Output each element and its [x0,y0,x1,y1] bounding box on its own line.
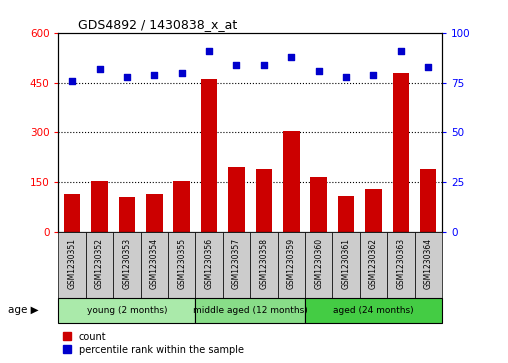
Point [424,64,432,70]
Bar [360,232,387,298]
Text: GSM1230360: GSM1230360 [314,238,323,289]
Bar [420,169,436,232]
Text: GSM1230353: GSM1230353 [122,238,132,289]
Bar [196,232,223,298]
Bar [305,298,442,323]
Point [369,72,377,77]
Text: GSM1230354: GSM1230354 [150,238,159,289]
Point [260,62,268,68]
Point [233,62,241,68]
Point [150,72,158,77]
Point [96,66,104,72]
Point [178,70,186,76]
Bar [310,178,327,232]
Text: GSM1230355: GSM1230355 [177,238,186,289]
Bar [141,232,168,298]
Bar [119,197,135,232]
Bar [64,194,80,232]
Text: middle aged (12 months): middle aged (12 months) [193,306,307,315]
Point [397,48,405,54]
Text: GSM1230363: GSM1230363 [396,238,405,289]
Text: GDS4892 / 1430838_x_at: GDS4892 / 1430838_x_at [78,19,237,32]
Bar [393,73,409,232]
Bar [415,232,442,298]
Bar [228,167,245,232]
Bar [305,232,332,298]
Bar [91,181,108,232]
Text: age ▶: age ▶ [8,305,38,315]
Bar [173,181,190,232]
Legend: count, percentile rank within the sample: count, percentile rank within the sample [64,331,244,355]
Bar [338,196,354,232]
Bar [387,232,415,298]
Point [205,48,213,54]
Point [287,54,295,60]
Text: GSM1230359: GSM1230359 [287,238,296,289]
Text: GSM1230357: GSM1230357 [232,238,241,289]
Bar [168,232,196,298]
Point [314,68,323,74]
Bar [277,232,305,298]
Bar [86,232,113,298]
Point [123,74,131,79]
Text: GSM1230362: GSM1230362 [369,238,378,289]
Bar [196,298,305,323]
Bar [223,232,250,298]
Text: GSM1230352: GSM1230352 [95,238,104,289]
Bar [250,232,277,298]
Bar [365,189,382,232]
Bar [146,194,163,232]
Bar [201,79,217,232]
Bar [113,232,141,298]
Bar [332,232,360,298]
Bar [283,131,300,232]
Text: GSM1230361: GSM1230361 [341,238,351,289]
Text: aged (24 months): aged (24 months) [333,306,414,315]
Text: GSM1230364: GSM1230364 [424,238,433,289]
Bar [58,232,86,298]
Text: young (2 months): young (2 months) [87,306,167,315]
Text: GSM1230356: GSM1230356 [205,238,213,289]
Text: GSM1230351: GSM1230351 [68,238,77,289]
Point [342,74,350,79]
Bar [58,298,196,323]
Point [68,78,76,83]
Text: GSM1230358: GSM1230358 [260,238,268,289]
Bar [256,169,272,232]
